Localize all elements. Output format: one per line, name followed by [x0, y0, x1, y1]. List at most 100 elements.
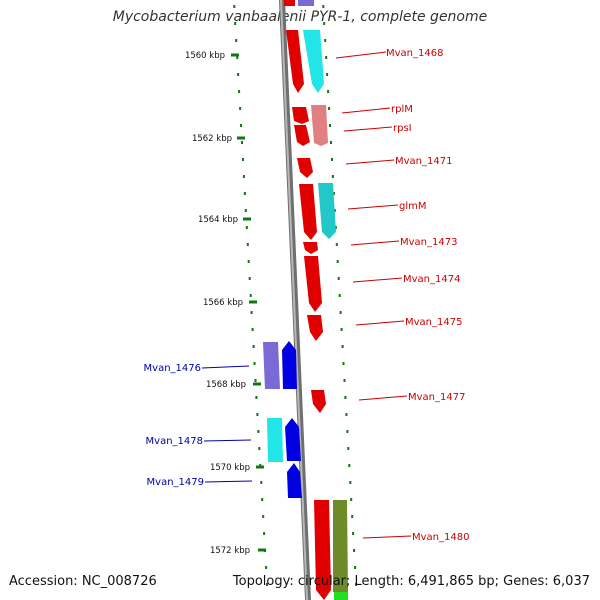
track-dot — [266, 583, 268, 586]
label-leader — [203, 439, 252, 442]
gene-arrow-mvan-1478[interactable] — [285, 418, 301, 461]
track-dot — [236, 56, 239, 59]
scale-label-1562: 1562 kbp — [192, 134, 232, 144]
track-dot — [253, 362, 256, 365]
gene-label-mvan-1473[interactable]: Mvan_1473 — [400, 237, 457, 248]
track-dot — [245, 226, 248, 229]
gene-label-rplm[interactable]: rplM — [391, 104, 413, 115]
label-leader — [343, 126, 393, 132]
track-dot — [348, 464, 351, 467]
track-dot — [251, 328, 254, 331]
track-dot — [233, 5, 236, 8]
gene-arrow-mvan-1473[interactable] — [303, 242, 318, 254]
track-dot — [341, 345, 344, 348]
track-dot — [338, 294, 341, 297]
label-leader — [350, 240, 400, 246]
gene-arrow-mvan-1468[interactable] — [286, 30, 304, 93]
gene-arrow[interactable] — [298, 0, 314, 6]
gene-arrow-rplm-partner[interactable] — [311, 105, 328, 146]
gene-label-mvan-1475[interactable]: Mvan_1475 — [405, 317, 462, 328]
label-leader — [204, 480, 253, 483]
track-dot — [333, 209, 336, 212]
track-dot — [335, 243, 338, 246]
track-dot — [344, 396, 347, 399]
gene-arrow-mvan-1480-partner[interactable] — [333, 500, 348, 592]
gene-arrow-mvan-1480[interactable] — [314, 500, 331, 600]
track-dot — [353, 549, 356, 552]
track-dot — [260, 481, 263, 484]
track-dot — [237, 73, 240, 76]
track-dot — [234, 22, 237, 25]
track-dot — [265, 566, 268, 569]
label-leader — [347, 204, 399, 210]
track-dot — [339, 311, 342, 314]
track-dot — [239, 107, 242, 110]
gene-label-mvan-1479[interactable]: Mvan_1479 — [147, 477, 204, 488]
gene-arrow-mvan-1471[interactable] — [297, 158, 313, 178]
track-dot — [329, 124, 331, 127]
gene-arrow-mvan-1475[interactable] — [307, 315, 323, 341]
track-dot — [349, 481, 352, 484]
gene-arrow[interactable] — [284, 0, 295, 6]
gene-label-mvan-1477[interactable]: Mvan_1477 — [408, 392, 465, 403]
gene-label-mvan-1468[interactable]: Mvan_1468 — [386, 48, 443, 59]
gene-arrow-glmm-partner[interactable] — [318, 183, 336, 239]
track-dot — [247, 260, 250, 263]
gene-arrow-rplm[interactable] — [292, 107, 309, 124]
gene-arrow-mvan-1476-partner[interactable] — [263, 342, 280, 389]
gene-label-mvan-1476[interactable]: Mvan_1476 — [144, 363, 201, 374]
gene-arrow-mvan-1477[interactable] — [311, 390, 326, 413]
track-dot — [355, 583, 357, 586]
track-dot — [328, 107, 331, 110]
gene-arrow-mvan-1468-partner[interactable] — [303, 30, 324, 93]
track-dot — [258, 447, 261, 450]
track-dot — [342, 362, 345, 365]
track-dot — [235, 39, 238, 42]
track-dot — [343, 379, 346, 382]
gene-arrow[interactable] — [334, 592, 348, 600]
track-dot — [323, 22, 326, 25]
gene-label-glmm[interactable]: glmM — [399, 201, 427, 212]
gene-arrow-rpsi[interactable] — [294, 125, 310, 146]
track-dot — [325, 56, 328, 59]
gene-label-rpsi[interactable]: rpsI — [393, 123, 412, 134]
track-dot — [254, 379, 257, 382]
scale-label-1564: 1564 kbp — [198, 215, 238, 225]
gene-label-mvan-1480[interactable]: Mvan_1480 — [412, 532, 469, 543]
track-dot — [255, 396, 258, 399]
track-dot — [331, 175, 334, 178]
scale-track — [233, 5, 268, 586]
label-leader — [352, 277, 403, 283]
label-leader — [345, 159, 395, 165]
label-leader — [335, 51, 387, 59]
track-dot — [354, 566, 357, 569]
label-leader — [358, 395, 408, 401]
track-dot — [252, 345, 255, 348]
track-dot — [242, 158, 244, 161]
gene-arrow-mvan-1474[interactable] — [304, 256, 322, 312]
track-dot — [351, 515, 354, 518]
track-dot — [331, 158, 333, 161]
track-dot — [340, 328, 343, 331]
track-dot — [324, 39, 327, 42]
label-leader — [341, 107, 391, 114]
track-dot — [263, 532, 266, 535]
track-dot — [261, 498, 264, 501]
gene-label-mvan-1478[interactable]: Mvan_1478 — [146, 436, 203, 447]
map-title: Mycobacterium vanbaalenii PYR-1, complet… — [112, 9, 488, 25]
track-dot — [243, 192, 246, 195]
track-dot — [337, 277, 340, 280]
label-leader — [362, 535, 412, 539]
scale-label-1570: 1570 kbp — [210, 463, 250, 473]
gene-arrow-mvan-1476[interactable] — [282, 341, 297, 389]
track-dot — [262, 515, 265, 518]
gene-label-mvan-1474[interactable]: Mvan_1474 — [403, 274, 460, 285]
scale-label-1566: 1566 kbp — [203, 298, 243, 308]
gene-arrow-glmm[interactable] — [299, 184, 317, 240]
gene-label-mvan-1471[interactable]: Mvan_1471 — [395, 156, 452, 167]
gene-arrow-mvan-1478-partner[interactable] — [267, 418, 283, 462]
gene-arrow-mvan-1479[interactable] — [287, 463, 302, 498]
track-dot — [249, 294, 252, 297]
scale-label-1560: 1560 kbp — [185, 51, 225, 61]
